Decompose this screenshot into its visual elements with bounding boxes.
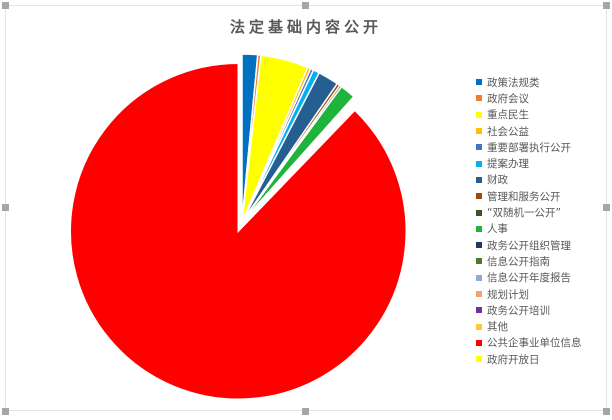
legend-swatch xyxy=(476,95,482,102)
legend-item[interactable]: 政务公开组织管理 xyxy=(476,237,582,253)
legend-label: 财政 xyxy=(487,174,508,187)
resize-handle-ml[interactable] xyxy=(2,204,9,211)
legend-item[interactable]: 政府会议 xyxy=(476,90,582,106)
legend-swatch xyxy=(476,160,482,167)
legend-label: 人事 xyxy=(487,223,508,236)
legend-label: 管理和服务公开 xyxy=(487,190,561,203)
legend-item[interactable]: 信息公开指南 xyxy=(476,253,582,269)
legend-swatch xyxy=(476,339,482,346)
legend-label: 信息公开年度报告 xyxy=(487,272,571,285)
legend-swatch xyxy=(476,225,482,232)
legend-item[interactable]: 规划计划 xyxy=(476,286,582,302)
legend-item[interactable]: 政务公开培训 xyxy=(476,302,582,318)
legend-label: 重要部署执行公开 xyxy=(487,141,571,154)
legend-item[interactable]: 人事 xyxy=(476,221,582,237)
legend-item[interactable]: 管理和服务公开 xyxy=(476,188,582,204)
legend-label: 政务公开培训 xyxy=(487,304,550,317)
legend-swatch xyxy=(476,242,482,249)
legend-item[interactable]: 政策法规类 xyxy=(476,74,582,90)
legend-swatch xyxy=(476,291,482,297)
legend-item[interactable]: 提案办理 xyxy=(476,155,582,171)
legend-label: 社会公益 xyxy=(487,125,529,138)
legend-swatch xyxy=(476,274,482,281)
resize-handle-tr[interactable] xyxy=(603,2,610,9)
legend-label: 规划计划 xyxy=(487,288,529,301)
legend-label: 政府会议 xyxy=(487,92,529,105)
legend-item[interactable]: 信息公开年度报告 xyxy=(476,270,582,286)
chart-title: 法定基础内容公开 xyxy=(229,18,382,36)
legend-item[interactable]: 重点民生 xyxy=(476,107,582,123)
resize-handle-bl[interactable] xyxy=(2,408,9,415)
legend-label: “双随机一公开” xyxy=(487,207,561,220)
resize-handle-tl[interactable] xyxy=(2,2,9,9)
legend-item[interactable]: 政府开放日 xyxy=(476,351,582,367)
legend-label: 政府开放日 xyxy=(487,353,540,366)
legend-swatch xyxy=(476,258,482,265)
legend-swatch xyxy=(476,128,482,135)
legend-item[interactable]: “双随机一公开” xyxy=(476,204,582,220)
legend-label: 信息公开指南 xyxy=(487,255,550,268)
pie-slice-15[interactable] xyxy=(241,99,360,223)
legend-label: 政策法规类 xyxy=(487,76,540,89)
legend-label: 其他 xyxy=(487,321,508,334)
legend-swatch xyxy=(476,79,482,86)
legend: 政策法规类政府会议重点民生社会公益重要部署执行公开 提案办理财政管理和服务公开 “双… xyxy=(476,74,582,367)
pie-slice-16[interactable] xyxy=(69,62,407,401)
legend-label: 提案办理 xyxy=(487,158,529,171)
legend-swatch xyxy=(476,356,482,363)
legend-swatch xyxy=(476,144,482,151)
legend-item[interactable]: 重要部署执行公开 xyxy=(476,139,582,155)
legend-label: 政务公开组织管理 xyxy=(487,239,571,252)
legend-item[interactable]: 公共企事业单位信息 xyxy=(476,335,582,351)
legend-swatch xyxy=(476,307,482,314)
resize-handle-br[interactable] xyxy=(603,408,610,415)
resize-handle-tc[interactable] xyxy=(302,2,309,9)
legend-label: 重点民生 xyxy=(487,109,529,122)
legend-item[interactable]: 社会公益 xyxy=(476,123,582,139)
resize-handle-mr[interactable] xyxy=(603,204,610,211)
legend-label: 公共企事业单位信息 xyxy=(487,337,582,350)
legend-item[interactable]: 财政 xyxy=(476,172,582,188)
legend-swatch xyxy=(476,176,482,183)
resize-handle-bc[interactable] xyxy=(302,408,309,415)
legend-swatch xyxy=(476,111,482,118)
legend-swatch xyxy=(476,209,482,216)
legend-item[interactable]: 其他 xyxy=(476,318,582,334)
legend-swatch xyxy=(476,323,482,330)
legend-swatch xyxy=(476,193,482,200)
